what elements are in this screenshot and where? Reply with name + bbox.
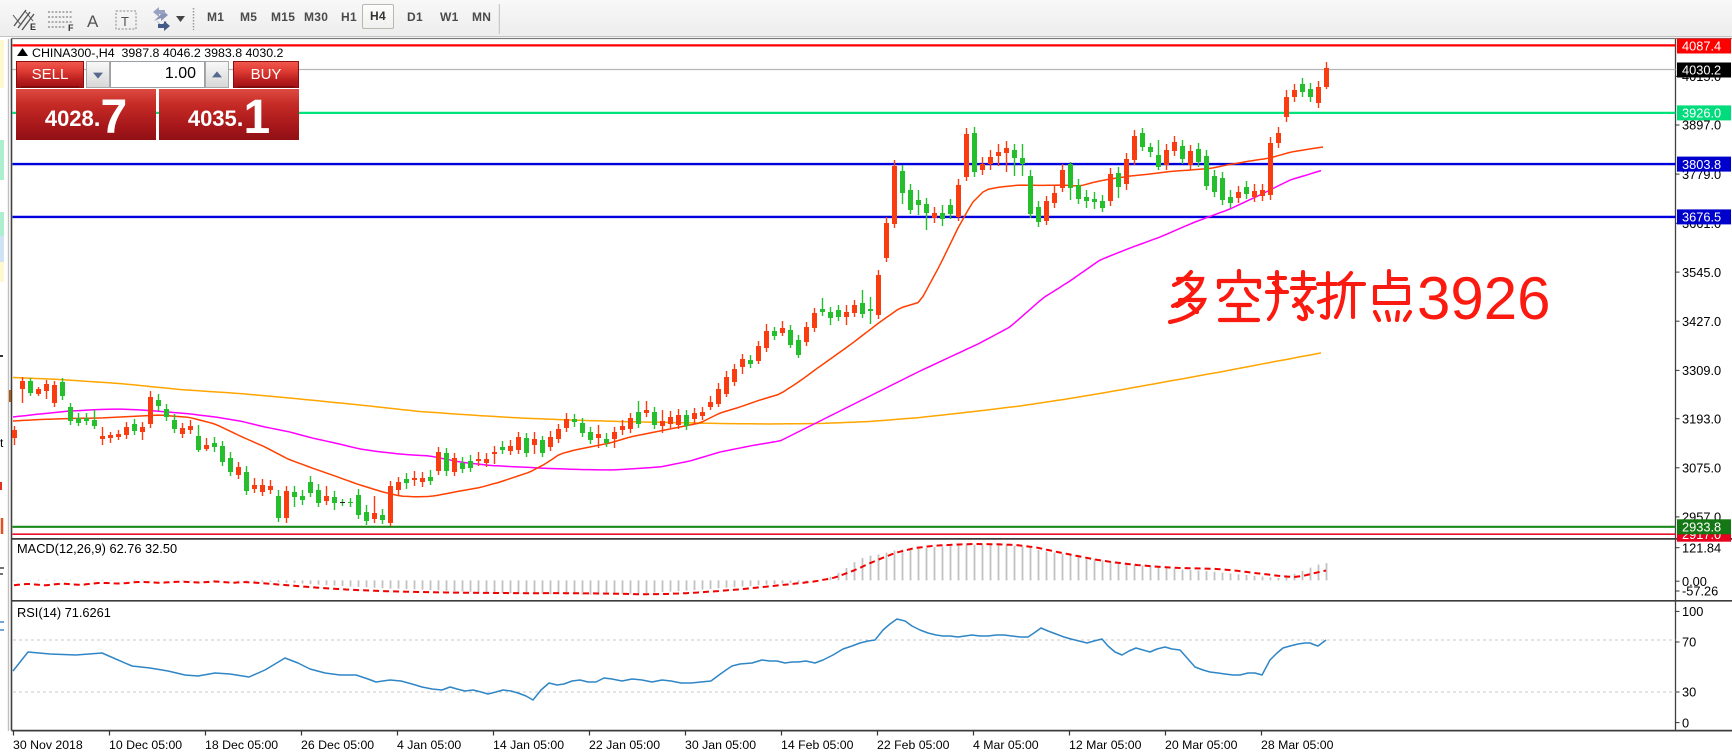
svg-text:RSI(14) 71.6261: RSI(14) 71.6261 bbox=[17, 605, 111, 620]
svg-text:70: 70 bbox=[1682, 635, 1696, 650]
svg-text:3926: 3926 bbox=[1417, 265, 1550, 332]
svg-text:12 Mar 05:00: 12 Mar 05:00 bbox=[1069, 738, 1142, 752]
svg-text:4 Jan 05:00: 4 Jan 05:00 bbox=[397, 738, 461, 752]
svg-text:3676.5: 3676.5 bbox=[1682, 210, 1721, 225]
svg-text:10 Dec 05:00: 10 Dec 05:00 bbox=[109, 738, 182, 752]
svg-text:22 Jan 05:00: 22 Jan 05:00 bbox=[589, 738, 660, 752]
svg-text:3897.0: 3897.0 bbox=[1682, 118, 1721, 133]
svg-text:4 Mar 05:00: 4 Mar 05:00 bbox=[973, 738, 1039, 752]
svg-text:MACD(12,26,9) 62.76 32.50: MACD(12,26,9) 62.76 32.50 bbox=[17, 541, 177, 556]
svg-text:CHINA300-,H4 3987.8 4046.2 39: CHINA300-,H4 3987.8 4046.2 3983.8 4030.2 bbox=[32, 46, 284, 60]
svg-text:30 Nov 2018: 30 Nov 2018 bbox=[13, 738, 83, 752]
svg-text:3803.8: 3803.8 bbox=[1682, 157, 1721, 172]
svg-text:22 Feb 05:00: 22 Feb 05:00 bbox=[877, 738, 950, 752]
svg-text:30: 30 bbox=[1682, 685, 1696, 700]
svg-text:20 Mar 05:00: 20 Mar 05:00 bbox=[1165, 738, 1238, 752]
svg-text:26 Dec 05:00: 26 Dec 05:00 bbox=[301, 738, 374, 752]
svg-text:121.84: 121.84 bbox=[1682, 540, 1721, 555]
svg-text:30 Jan 05:00: 30 Jan 05:00 bbox=[685, 738, 756, 752]
svg-text:14 Jan 05:00: 14 Jan 05:00 bbox=[493, 738, 564, 752]
svg-text:3427.0: 3427.0 bbox=[1682, 314, 1721, 329]
svg-text:0.00: 0.00 bbox=[1682, 574, 1707, 589]
svg-text:3545.0: 3545.0 bbox=[1682, 265, 1721, 280]
svg-text:-57.26: -57.26 bbox=[1682, 584, 1718, 599]
svg-text:3075.0: 3075.0 bbox=[1682, 461, 1721, 476]
svg-text:4030.2: 4030.2 bbox=[1682, 63, 1721, 78]
svg-text:14 Feb 05:00: 14 Feb 05:00 bbox=[781, 738, 854, 752]
svg-text:3926.0: 3926.0 bbox=[1682, 106, 1721, 121]
svg-text:F: F bbox=[68, 23, 74, 33]
svg-text:3193.0: 3193.0 bbox=[1682, 411, 1721, 426]
svg-text:E: E bbox=[30, 22, 36, 32]
svg-text:t: t bbox=[0, 436, 4, 450]
svg-text:T: T bbox=[121, 14, 129, 29]
svg-text:A: A bbox=[87, 12, 99, 31]
svg-text:0: 0 bbox=[1682, 715, 1689, 730]
svg-text:2933.8: 2933.8 bbox=[1682, 520, 1721, 535]
svg-text:100: 100 bbox=[1682, 604, 1703, 619]
svg-text:4087.4: 4087.4 bbox=[1682, 39, 1721, 54]
svg-text:18 Dec 05:00: 18 Dec 05:00 bbox=[205, 738, 278, 752]
svg-text:28 Mar 05:00: 28 Mar 05:00 bbox=[1261, 738, 1334, 752]
svg-text:3309.0: 3309.0 bbox=[1682, 363, 1721, 378]
